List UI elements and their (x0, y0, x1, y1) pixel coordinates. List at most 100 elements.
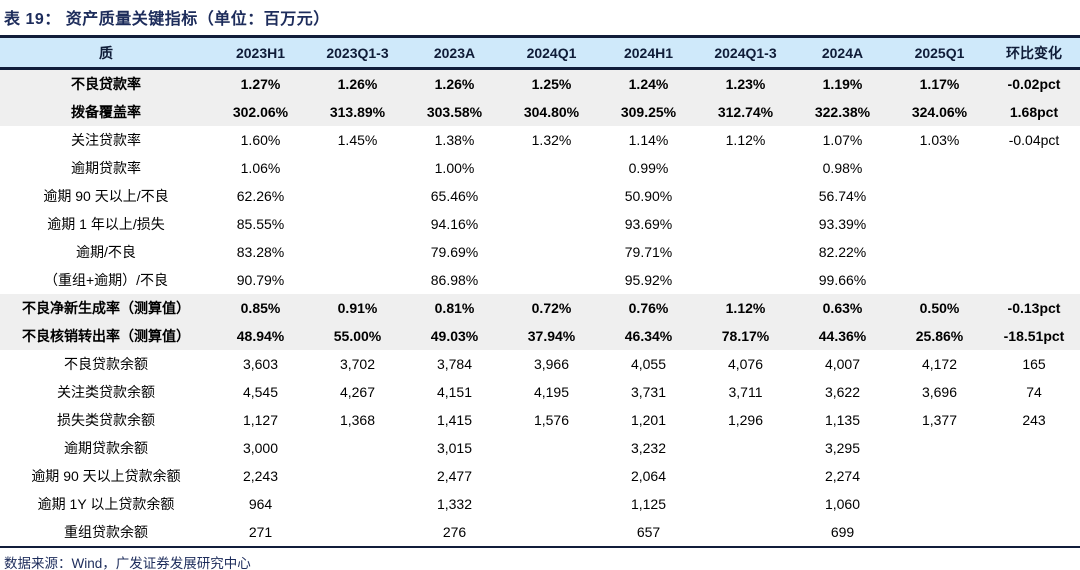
cell: 3,966 (533, 356, 570, 372)
table-row: 关注贷款率 1.60% 1.45% 1.38% 1.32% 1.14% 1.12% 1.07%… (0, 126, 1080, 154)
cell (309, 462, 406, 490)
cell: 44.36% (818, 328, 867, 344)
cell: 165 (1022, 356, 1046, 372)
cell (697, 266, 794, 294)
data-source: 数据来源：Wind，广发证券发展研究中心 (4, 556, 251, 570)
row-label: 拨备覆盖率 (71, 104, 141, 120)
table-row: 拨备覆盖率 302.06% 313.89% 303.58% 304.80% 309.25%… (0, 98, 1080, 126)
cell (697, 238, 794, 266)
cell (891, 154, 988, 182)
cell: 2,477 (436, 468, 473, 484)
cell: 1,060 (824, 496, 861, 512)
header-row: 质 2023H1 2023Q1-3 2023A 2024Q1 2024H1 2024Q1-3… (0, 36, 1080, 69)
cell: 1.27% (240, 76, 281, 92)
row-label: 逾期 90 天以上贷款余额 (31, 468, 181, 484)
cell: 4,267 (339, 384, 376, 400)
cell (891, 266, 988, 294)
cell: 3,784 (436, 356, 473, 372)
cell: 49.03% (430, 328, 479, 344)
cell (891, 490, 988, 518)
cell: 1.26% (434, 76, 475, 92)
table-row: 逾期 90 天以上贷款余额 2,243 2,477 2,064 2,274 (0, 462, 1080, 490)
cell: 1,135 (824, 412, 861, 428)
cell (988, 518, 1080, 547)
col-header: 2023A (433, 44, 476, 61)
cell: 99.66% (818, 272, 867, 288)
cell (503, 210, 600, 238)
cell: 95.92% (624, 272, 673, 288)
table-row: 不良净新生成率（测算值） 0.85% 0.91% 0.81% 0.72% 0.76% 1.1… (0, 294, 1080, 322)
cell: 46.34% (624, 328, 673, 344)
cell (697, 490, 794, 518)
cell: 1.60% (240, 132, 281, 148)
cell: 1.24% (628, 76, 669, 92)
cell: 1,415 (436, 412, 473, 428)
cell: 93.39% (818, 216, 867, 232)
cell (309, 518, 406, 547)
col-header: 2024H1 (623, 44, 674, 61)
row-label: 关注贷款率 (71, 132, 141, 148)
cell: 1.68pct (1009, 104, 1059, 120)
cell: 4,007 (824, 356, 861, 372)
cell (503, 266, 600, 294)
cell: 4,545 (242, 384, 279, 400)
table-row: 关注类贷款余额 4,545 4,267 4,151 4,195 3,731 3,711 3,6… (0, 378, 1080, 406)
col-header: 环比变化 (1006, 44, 1062, 61)
cell (309, 238, 406, 266)
col-header: 2025Q1 (914, 44, 965, 61)
cell: 2,064 (630, 468, 667, 484)
cell: 1,296 (727, 412, 764, 428)
cell: 86.98% (430, 272, 479, 288)
cell (309, 266, 406, 294)
row-label: 逾期 1 年以上/损失 (47, 216, 165, 232)
row-label: 逾期/不良 (76, 244, 136, 260)
table-row: 不良贷款率 1.27% 1.26% 1.26% 1.25% 1.24% 1.23% 1.19%… (0, 68, 1080, 98)
cell: 79.69% (430, 244, 479, 260)
cell (988, 266, 1080, 294)
cell (988, 238, 1080, 266)
table-row: 逾期/不良 83.28% 79.69% 79.71% 82.22% (0, 238, 1080, 266)
row-label: 逾期 90 天以上/不良 (43, 188, 169, 204)
cell: 303.58% (426, 104, 483, 120)
cell (988, 182, 1080, 210)
table-row: 重组贷款余额 271 276 657 699 (0, 518, 1080, 547)
cell: 1.12% (725, 132, 766, 148)
cell: 276 (442, 524, 467, 540)
cell: 3,731 (630, 384, 667, 400)
table-row: （重组+逾期）/不良 90.79% 86.98% 95.92% 99.66% (0, 266, 1080, 294)
cell: 1.38% (434, 132, 475, 148)
row-label: 重组贷款余额 (64, 524, 148, 540)
cell: 74 (1026, 384, 1042, 400)
table-row: 逾期贷款率 1.06% 1.00% 0.99% 0.98% (0, 154, 1080, 182)
table-row: 逾期 90 天以上/不良 62.26% 65.46% 50.90% 56.74% (0, 182, 1080, 210)
cell: 90.79% (236, 272, 285, 288)
cell: 65.46% (430, 188, 479, 204)
cell: 1.45% (337, 132, 378, 148)
row-label: 逾期 1Y 以上贷款余额 (37, 496, 175, 512)
cell (988, 154, 1080, 182)
cell: 309.25% (620, 104, 677, 120)
cell: 3,603 (242, 356, 279, 372)
cell: 1.06% (240, 160, 281, 176)
cell: 1,201 (630, 412, 667, 428)
cell: 699 (830, 524, 855, 540)
cell (309, 490, 406, 518)
cell (503, 154, 600, 182)
cell: 3,000 (242, 440, 279, 456)
table-row: 不良贷款余额 3,603 3,702 3,784 3,966 4,055 4,076 4,00… (0, 350, 1080, 378)
cell: -0.02pct (1007, 76, 1061, 92)
cell: 1.26% (337, 76, 378, 92)
cell: 55.00% (333, 328, 382, 344)
cell: 1.14% (628, 132, 669, 148)
cell: 2,274 (824, 468, 861, 484)
cell: 0.76% (628, 300, 669, 316)
cell: 3,711 (728, 384, 763, 400)
cell: 1.25% (531, 76, 572, 92)
cell: 1,368 (339, 412, 376, 428)
cell: 4,076 (727, 356, 764, 372)
row-label: 逾期贷款余额 (64, 440, 148, 456)
col-header: 2023Q1-3 (326, 44, 389, 61)
cell: 1.17% (919, 76, 960, 92)
cell: 4,151 (436, 384, 473, 400)
row-label: 不良核销转出率（测算值） (22, 328, 190, 344)
